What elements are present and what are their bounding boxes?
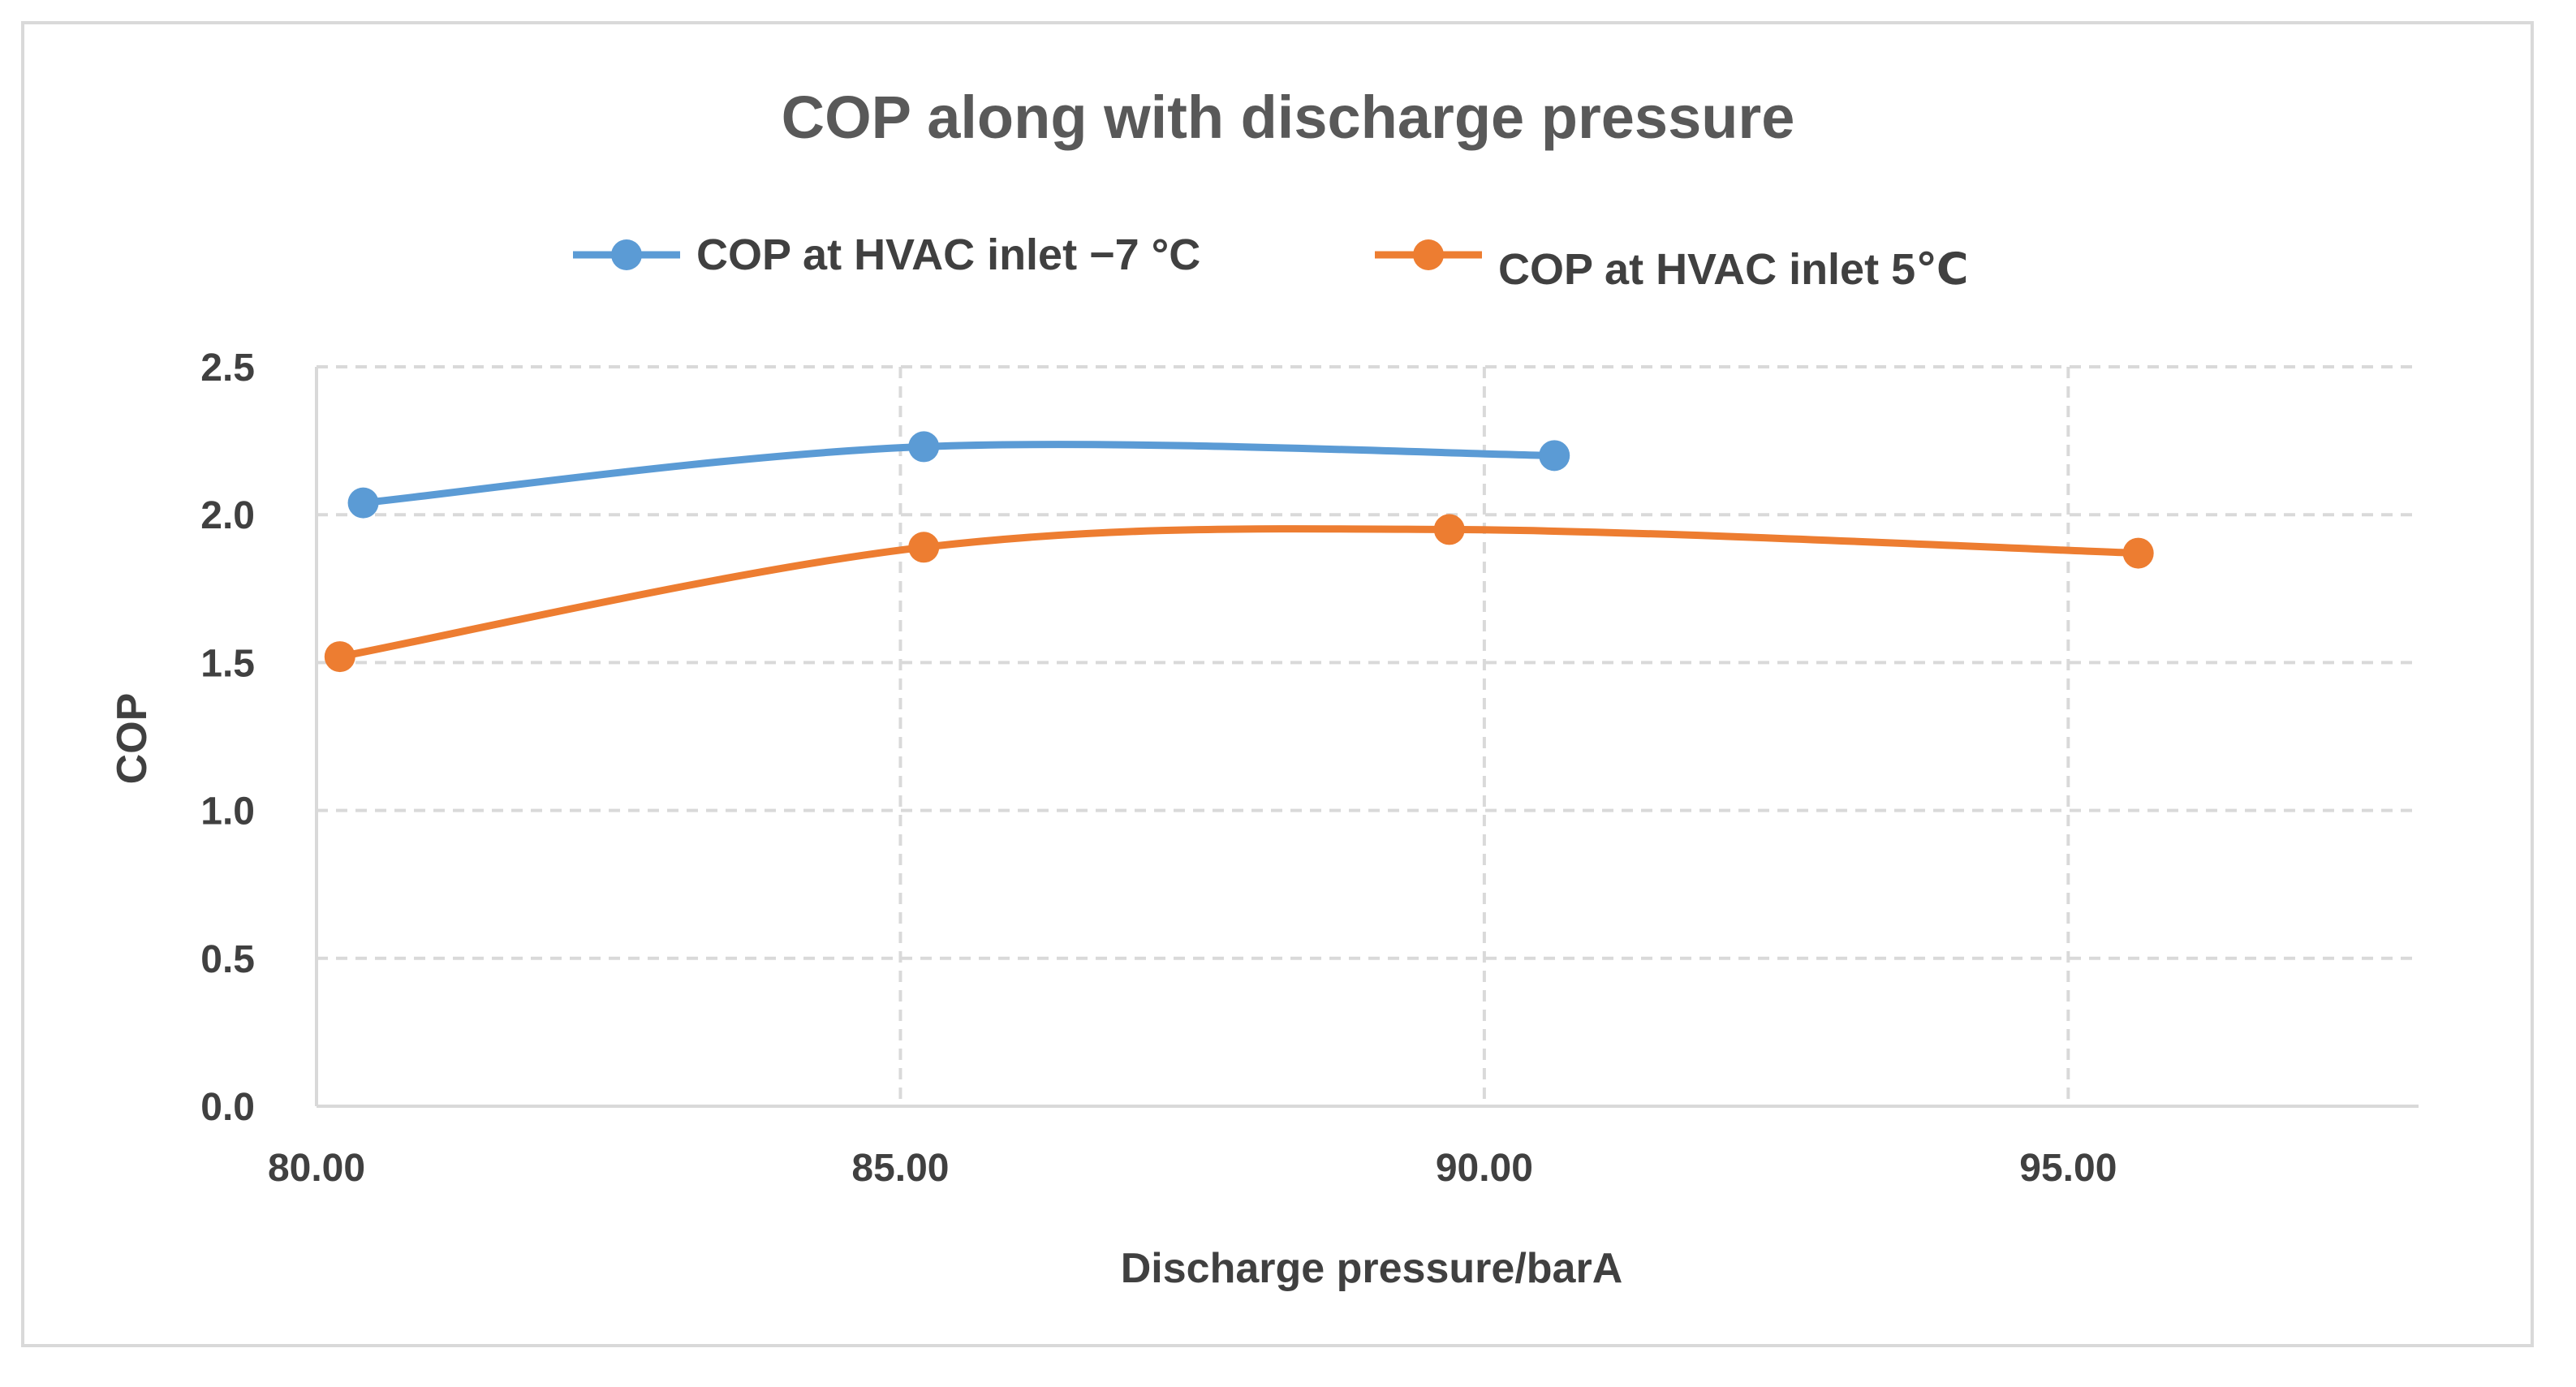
legend-label-series-2: COP at HVAC inlet 5℃ — [1498, 245, 1969, 294]
legend-marker-series-2 — [1413, 239, 1444, 270]
series-line-2 — [336, 525, 2143, 661]
data-point-series-2 — [2122, 537, 2154, 569]
legend-marker-series-1 — [611, 239, 642, 270]
x-tick-label: 85.00 — [851, 1147, 949, 1190]
x-tick-label: 80.00 — [268, 1147, 365, 1190]
series-line-1 — [360, 441, 1558, 507]
data-point-series-2 — [1433, 514, 1465, 545]
data-point-series-2 — [324, 641, 355, 673]
y-tick-label: 0.5 — [200, 938, 255, 981]
y-tick-label: 1.0 — [200, 790, 255, 833]
x-axis-label: Discharge pressure/barA — [1121, 1245, 1623, 1292]
y-tick-label: 0.0 — [200, 1086, 255, 1129]
chart-title: COP along with discharge pressure — [782, 84, 1795, 151]
legend-label-series-1: COP at HVAC inlet −7 °C — [696, 230, 1200, 279]
grid — [317, 365, 2419, 1106]
data-point-series-1 — [347, 487, 379, 519]
legend: COP at HVAC inlet −7 °C COP at HVAC inle… — [573, 230, 1969, 294]
y-axis-label: COP — [109, 693, 156, 785]
data-point-series-1 — [908, 431, 940, 463]
x-tick-label: 95.00 — [2019, 1147, 2117, 1190]
x-tick-label: 90.00 — [1436, 1147, 1533, 1190]
tick-labels: 0.0 0.5 1.0 1.5 2.0 2.5 80.00 85.00 90.00 95.00 — [200, 347, 2117, 1190]
axes — [315, 367, 2419, 1108]
chart-frame — [21, 21, 2534, 1347]
data-point-series-2 — [908, 532, 940, 563]
data-point-series-1 — [1539, 440, 1570, 472]
y-tick-label: 2.0 — [200, 494, 255, 537]
y-tick-label: 1.5 — [200, 642, 255, 685]
series-layer — [324, 431, 2154, 673]
y-tick-label: 2.5 — [200, 347, 255, 390]
